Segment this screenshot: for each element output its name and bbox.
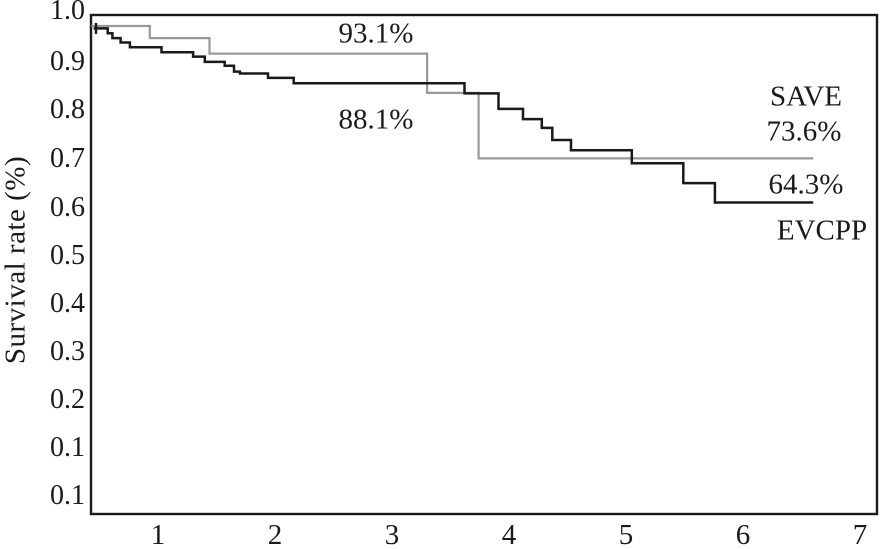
y-tick-label: 0.6	[50, 192, 85, 223]
x-tick-label: 7	[852, 519, 868, 549]
x-tick-label: 3	[384, 519, 400, 549]
save-series-label: SAVE	[770, 80, 842, 113]
y-tick-label: 0.7	[50, 143, 85, 174]
y-tick-label: 0.5	[50, 240, 85, 271]
save-final-pct-label: 73.6%	[766, 115, 842, 148]
y-tick-label: 0.8	[50, 94, 85, 125]
y-tick-label: 0.2	[50, 384, 85, 415]
y-tick-label: 0.9	[50, 46, 85, 77]
y-tick-label: 1.0	[50, 0, 85, 26]
y-tick-label: 0.1	[50, 432, 85, 463]
save-interim-pct-label: 93.1%	[338, 17, 414, 50]
x-tick-label: 6	[735, 519, 751, 549]
evcpp-final-pct-label: 64.3%	[768, 168, 844, 201]
y-tick-label: 0.3	[50, 336, 85, 367]
y-tick-label: 0.4	[50, 288, 85, 319]
evcpp-series-label: EVCPP	[776, 214, 868, 247]
x-tick-label: 5	[618, 519, 634, 549]
y-axis-title: Survival rate (%)	[0, 155, 32, 365]
evcpp-interim-pct-label: 88.1%	[338, 103, 414, 136]
x-tick-label: 2	[267, 519, 283, 549]
plot-frame	[89, 13, 879, 516]
x-tick-label: 4	[501, 519, 517, 549]
save-curve	[91, 24, 814, 160]
x-tick-label: 1	[150, 519, 166, 549]
y-tick-label: 0.1	[50, 480, 85, 511]
evcpp-curve	[93, 27, 814, 204]
